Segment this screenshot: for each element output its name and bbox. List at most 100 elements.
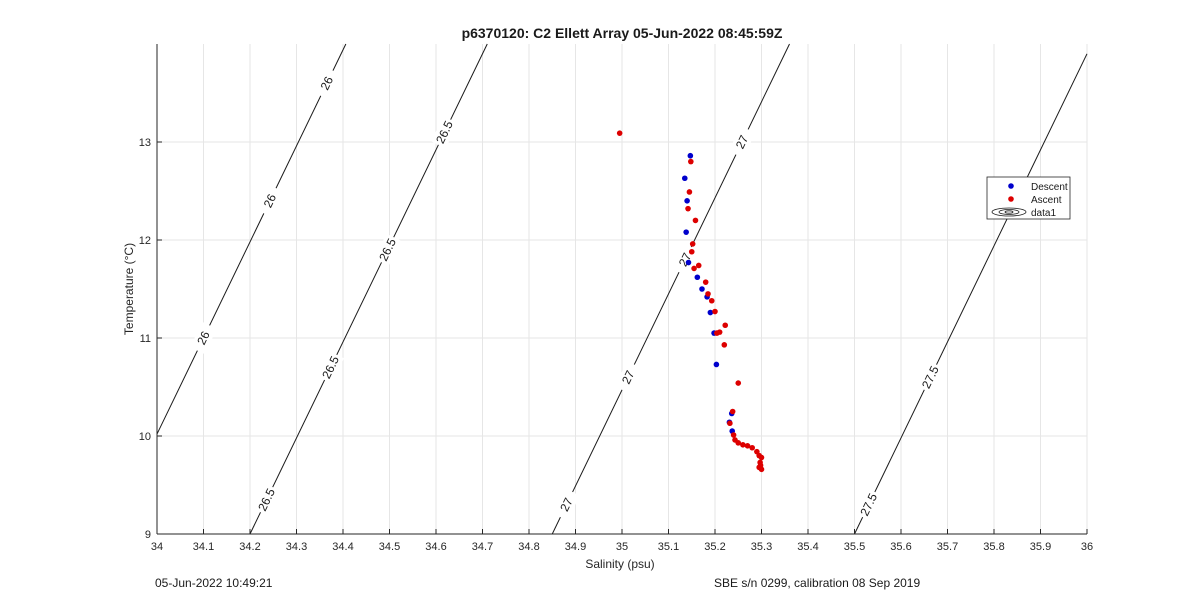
point-ascent — [714, 330, 720, 336]
y-tick-label: 11 — [140, 333, 151, 345]
legend-contour-icon — [991, 207, 1027, 217]
legend-label: Descent — [1031, 182, 1068, 193]
x-tick-label: 35.8 — [983, 541, 1004, 553]
x-tick-label: 35.1 — [658, 541, 679, 553]
x-tick-label: 35.7 — [937, 541, 958, 553]
contour-line — [854, 53, 1088, 535]
x-tick-label: 34.1 — [193, 541, 214, 553]
point-ascent — [688, 158, 694, 165]
point-descent — [685, 259, 692, 266]
point-ascent — [758, 454, 765, 461]
grid — [156, 44, 1088, 535]
x-tick-label: 35.5 — [844, 541, 865, 553]
contour-label-bg — [614, 361, 642, 394]
point-ascent — [689, 241, 696, 247]
point-descent — [683, 229, 689, 235]
legend-label: data1 — [1031, 208, 1056, 219]
contour-label-bg — [431, 116, 458, 149]
data-points — [616, 130, 765, 473]
point-ascent — [727, 420, 733, 427]
x-tick-label: 34.3 — [286, 541, 307, 553]
legend-marker — [1008, 183, 1014, 189]
point-descent — [694, 274, 701, 281]
point-ascent — [735, 380, 742, 386]
contour-label-bg — [855, 488, 883, 521]
legend-contour-icon — [1004, 210, 1014, 214]
contour-label-bg — [317, 351, 344, 384]
chart-title: p6370120: C2 Ellett Array 05-Jun-2022 08… — [462, 25, 783, 41]
axes: 34 34.1 34.2 34.3 34.4 34.5 34.6 34.7 34.8 34.9 35… — [139, 44, 1093, 553]
contour-label: 26 — [318, 74, 337, 92]
contour-line — [551, 43, 790, 535]
x-tick-label: 34.8 — [518, 541, 539, 553]
x-tick-label: 35.4 — [797, 541, 818, 553]
point-ascent — [616, 130, 623, 136]
legend-marker — [1008, 196, 1014, 202]
legend-box — [986, 176, 1071, 220]
point-ascent — [730, 432, 737, 438]
contour-label: 27 — [557, 495, 576, 513]
x-axis-label: Salinity (psu) — [585, 557, 654, 571]
point-ascent — [692, 217, 699, 224]
contour-label-bg — [253, 483, 280, 516]
x-tick-label: 34.4 — [332, 541, 353, 553]
point-ascent — [702, 279, 709, 285]
point-ascent — [712, 308, 718, 315]
x-tick-label: 36 — [1081, 541, 1093, 553]
x-tick-label: 35.3 — [751, 541, 772, 553]
contour-line — [156, 43, 347, 435]
y-tick-label: 10 — [139, 431, 151, 443]
legend-contour-icon — [998, 209, 1020, 215]
y-tick-label: 9 — [145, 529, 151, 541]
footer-calibration: SBE s/n 0299, calibration 08 Sep 2019 — [714, 576, 921, 590]
point-ascent — [691, 265, 697, 272]
point-ascent — [708, 297, 715, 304]
point-ascent — [721, 342, 728, 348]
x-tick-label: 34.9 — [565, 541, 586, 553]
x-tick-label: 35.6 — [890, 541, 911, 553]
y-tick-label: 12 — [139, 235, 151, 247]
contour-label-bg — [190, 321, 217, 355]
contour-label-bg — [553, 488, 580, 521]
point-ascent — [686, 189, 693, 195]
point-ascent — [757, 462, 764, 469]
point-descent — [687, 152, 694, 159]
x-tick-label: 35 — [616, 541, 628, 553]
point-ascent — [749, 444, 755, 451]
point-descent — [713, 361, 720, 368]
point-ascent — [705, 291, 711, 297]
point-ascent — [688, 248, 695, 255]
contour-label-bg — [374, 233, 401, 266]
footer-timestamp: 05-Jun-2022 10:49:21 — [155, 576, 273, 590]
contour-label: 27 — [733, 133, 752, 151]
x-tick-label: 34 — [151, 541, 163, 553]
point-ascent — [735, 440, 742, 446]
point-ascent — [729, 408, 736, 415]
contour-label-bg — [313, 67, 341, 100]
point-descent — [681, 175, 688, 182]
x-tick-label: 35.9 — [1030, 541, 1051, 553]
x-tick-label: 35.2 — [704, 541, 725, 553]
x-tick-label: 34.5 — [379, 541, 400, 553]
y-tick-label: 13 — [139, 137, 151, 149]
legend-label: Ascent — [1031, 195, 1062, 206]
y-axis-label: Temperature (°C) — [122, 243, 136, 335]
point-descent — [684, 198, 690, 204]
contour-label: 27 — [619, 368, 638, 386]
point-ascent — [695, 262, 702, 269]
contour-label-bg — [728, 125, 756, 159]
point-descent — [699, 286, 705, 292]
x-tick-label: 34.2 — [239, 541, 260, 553]
point-ascent — [685, 205, 691, 212]
contour-label: 26 — [261, 191, 280, 209]
contour-label: 26 — [194, 329, 213, 347]
x-tick-label: 34.7 — [472, 541, 493, 553]
point-ascent — [740, 442, 746, 448]
contour-label-bg — [917, 361, 944, 394]
x-tick-label: 34.6 — [425, 541, 446, 553]
point-ascent — [744, 443, 751, 449]
contour-label-bg — [256, 184, 284, 217]
legend[interactable]: Descent Ascent data1 — [986, 176, 1071, 220]
point-descent — [707, 309, 714, 316]
